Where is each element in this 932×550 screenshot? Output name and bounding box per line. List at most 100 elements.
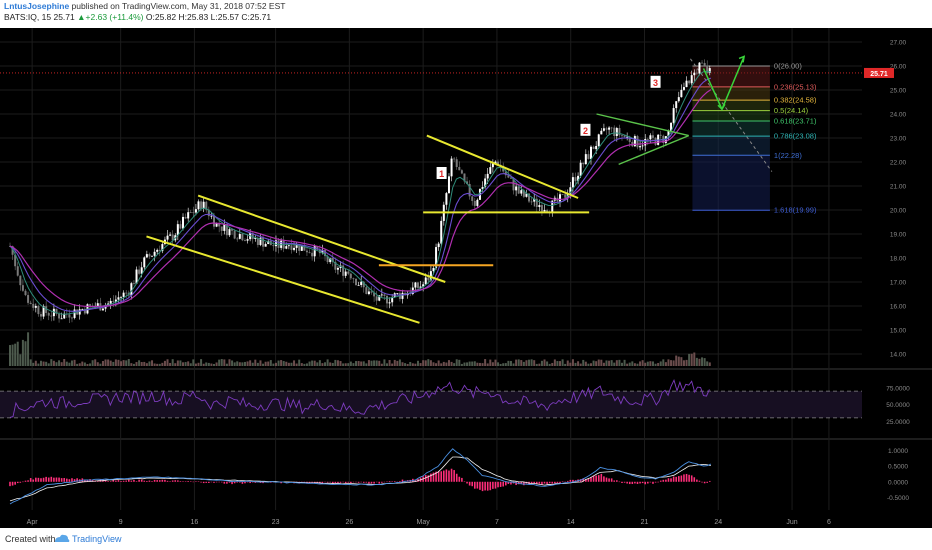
volume-bar [639,361,642,366]
macd-histogram-bar [161,479,164,482]
volume-bar [458,359,461,366]
candle-body [262,237,265,247]
pennant-upper-line [596,113,689,137]
macd-histogram-bar [535,481,538,485]
candle-body [533,198,536,202]
candle-body [316,246,319,250]
macd-histogram-bar [249,481,251,484]
candle-body [179,224,182,229]
macd-histogram-bar [690,475,693,482]
candle-body [210,215,213,217]
drawings[interactable]: 1 2 3 [146,55,746,324]
candle-body [83,308,86,314]
candle-body [559,194,562,202]
macd-histogram-bar [68,479,71,482]
candle-body [143,257,146,268]
volume-bar [231,360,234,366]
tradingview-brand[interactable]: TradingView [72,534,122,544]
author-link[interactable]: LntusJosephine [4,1,70,11]
volume-bar [478,362,481,366]
macd-histogram-bar [424,475,427,482]
candle-body [145,254,148,258]
macd-histogram-bar [362,481,365,483]
volume-bar [360,361,363,366]
macd-histogram-bar [357,481,360,483]
volume-bar [564,363,567,366]
volume-bar [559,361,562,366]
candle-body [202,201,205,209]
volume-bar [489,359,492,366]
volume-bar [207,362,210,366]
volume-bar [287,362,290,366]
volume-bar [504,363,507,366]
candle-body [122,292,125,297]
macd-histogram-bar [140,479,143,482]
macd-histogram-bar [254,481,257,483]
time-tick-label: 16 [191,519,199,526]
macd-histogram-bar [138,479,140,482]
price-axis: 27.00 26.00 25.00 24.00 23.00 22.00 21.00 20.00… [0,40,907,359]
chart-canvas[interactable]: 27.0026.0025.0024.0023.0022.0021.0020.00… [0,28,932,528]
price-tick-label: 14.00 [890,352,907,359]
macd-histogram-bar [342,481,344,483]
candle-body [287,245,290,247]
macd-histogram-bar [226,481,228,484]
macd-tick-label: 0.5000 [888,464,908,471]
volume-bar [112,361,115,366]
candle-body [543,210,546,212]
volume-bar [47,363,50,366]
volume-bar [615,360,618,366]
volume-bar [233,362,236,366]
macd-histogram-bar [324,481,326,483]
candle-body [682,87,685,90]
volume-bar [530,359,533,366]
volume-bar [548,363,551,366]
macd-histogram-bar [378,481,381,484]
pennant-lower-line [618,134,690,166]
volume-bar [73,359,76,366]
volume-bar [657,362,660,366]
volume-bar [595,361,598,366]
candle-body [138,269,141,274]
candle-body [690,75,693,84]
candle-body [620,135,623,137]
macd-histogram-bar [63,477,66,482]
volume-bar [675,355,678,366]
macd-histogram-bar [347,481,350,483]
macd-histogram-bar [179,481,182,482]
macd-histogram-bar [572,479,574,482]
macd-histogram-bar [164,479,166,482]
macd-histogram-bar [352,481,355,483]
macd-histogram-bar [76,478,78,482]
macd-histogram-bar [329,481,331,483]
macd-histogram-bar [383,481,386,483]
candle-body [243,240,246,242]
change-arrow-icon: ▲ [77,12,86,22]
volume-bar [455,359,458,366]
macd-histogram-bar [158,480,161,482]
volume-bar [122,360,125,366]
macd-histogram-bar [195,481,197,482]
volume-bar [590,363,592,366]
candle-body [68,314,71,318]
volume-bar [189,363,192,366]
macd-tick-label: 0.0000 [888,479,908,486]
candle-body [238,234,241,239]
macd-histogram-bar [626,481,628,484]
fibonacci-retracement[interactable]: 0(26.00) 0.236(25.13) 0.382(24.58)0.5(24.1… [690,58,817,215]
price-tick-label: 23.00 [890,136,907,143]
candle-body [161,244,164,252]
volume-bar [592,360,595,366]
macd-histogram-bar [432,472,435,482]
volume-bar [695,357,698,366]
volume-bar [450,361,453,366]
macd-histogram-bar [189,481,192,482]
macd-histogram-bar [435,471,437,482]
macd-histogram-bar [566,480,569,482]
candle-body [651,135,654,138]
macd-histogram-bar [579,479,582,482]
volume-bar [525,360,528,366]
volume-bar [427,359,430,366]
macd-histogram-bar [368,481,370,484]
macd-histogram-bar [502,481,505,487]
